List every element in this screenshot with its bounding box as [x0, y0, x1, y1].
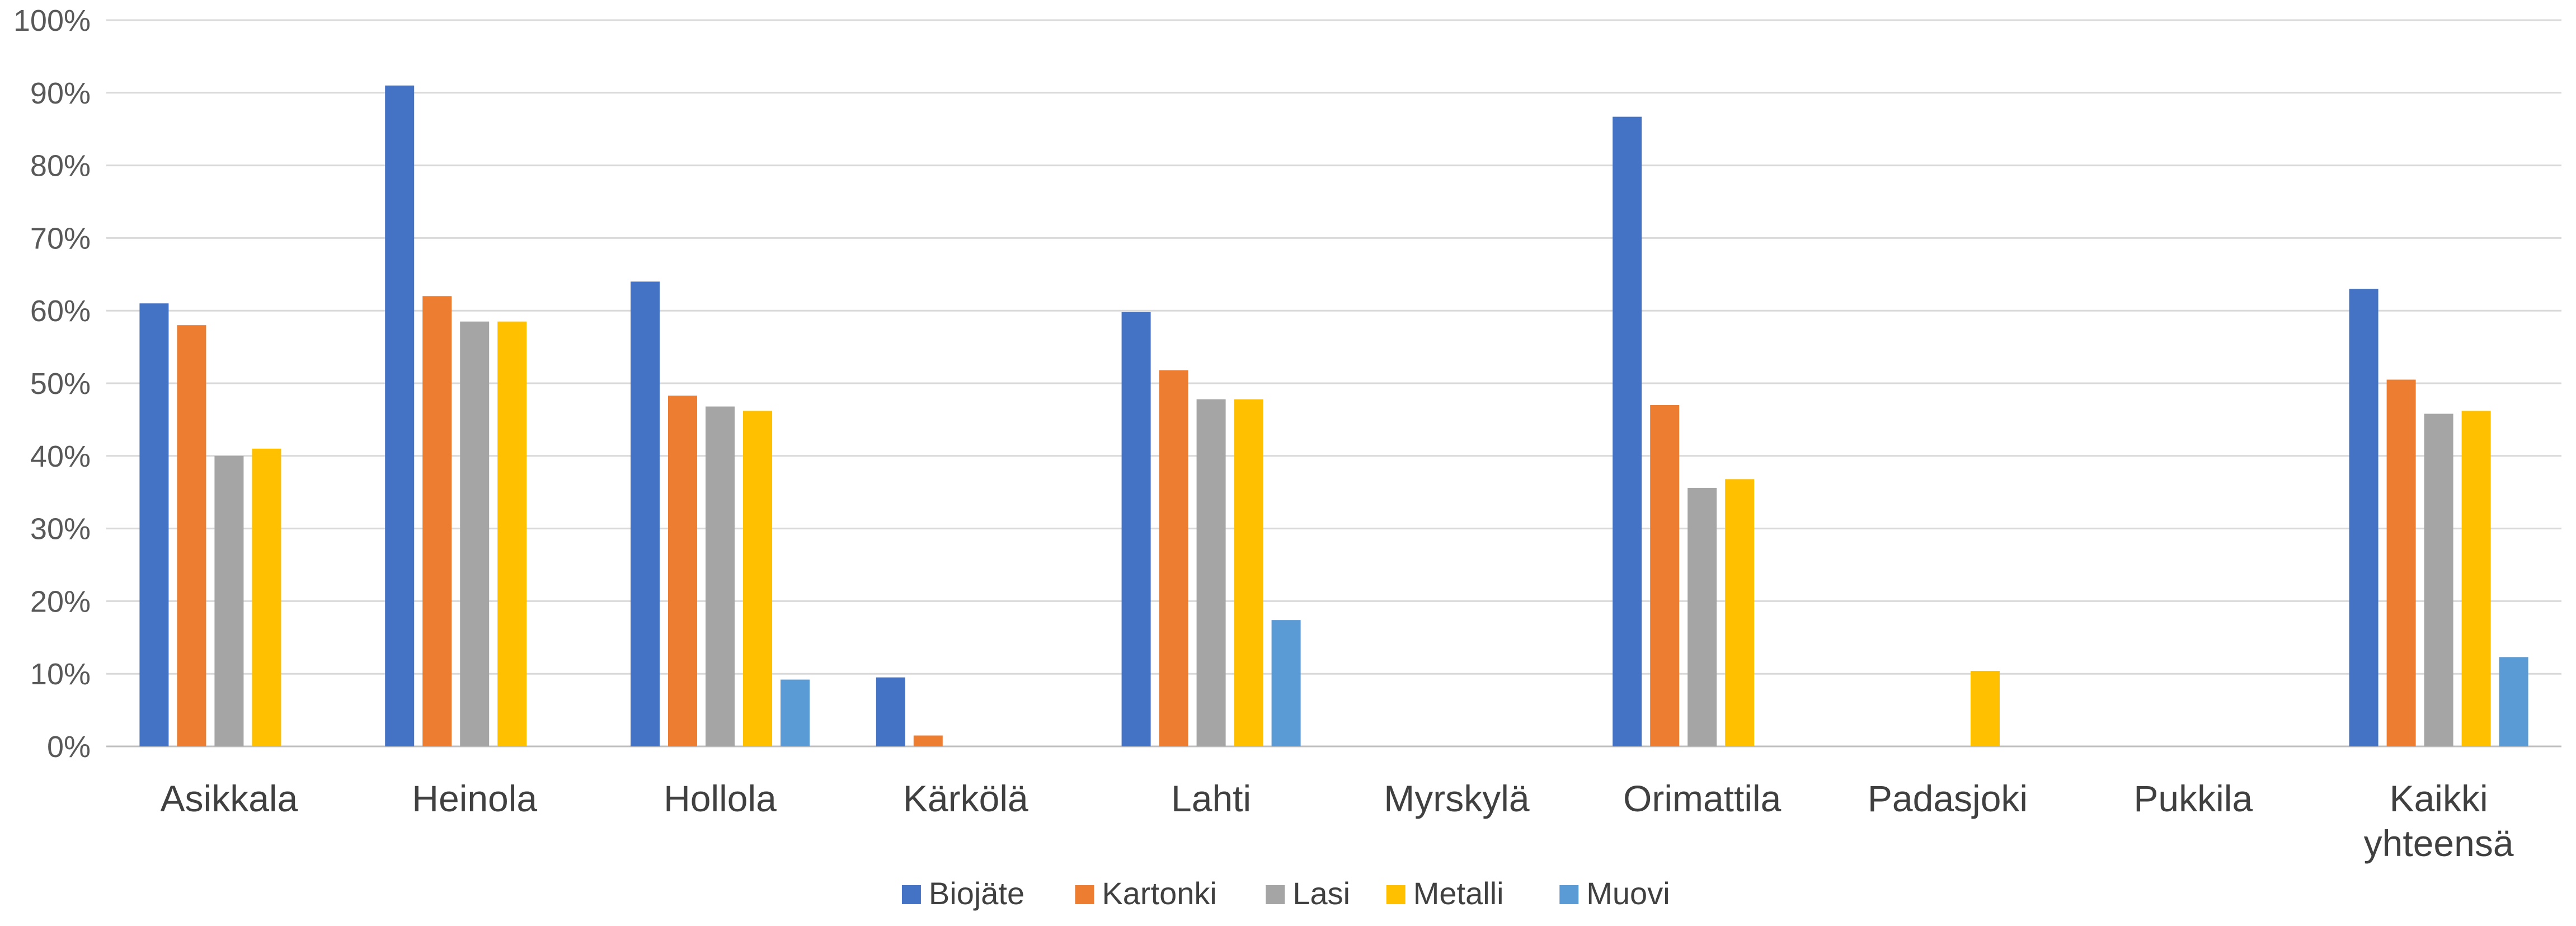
- bar: [1650, 405, 1680, 746]
- bar: [139, 303, 169, 746]
- legend-item: Biojäte: [901, 876, 1024, 911]
- legend-label: Biojäte: [929, 876, 1024, 911]
- legend-item: Metalli: [1386, 876, 1504, 911]
- legend-label: Muovi: [1586, 876, 1670, 911]
- legend-swatch: [1266, 885, 1285, 904]
- bar-group: [139, 303, 281, 746]
- y-tick-label: 100%: [13, 4, 91, 37]
- category-label: Orimattila: [1623, 778, 1781, 819]
- y-tick-label: 0%: [47, 730, 91, 764]
- y-tick-label: 30%: [30, 513, 91, 546]
- y-tick-label: 50%: [30, 367, 91, 401]
- y-axis-tick-labels: 0% 10% 20% 30% 40% 50% 60% 70% 80% 90% 100%: [13, 4, 91, 764]
- y-tick-label: 40%: [30, 440, 91, 473]
- bar-group: [631, 281, 810, 746]
- legend-swatch: [901, 885, 921, 904]
- bar: [460, 321, 490, 746]
- bar: [1234, 399, 1263, 746]
- category-label: Padasjoki: [1868, 778, 2028, 819]
- category-label: Hollola: [664, 778, 777, 819]
- bar-group: [1613, 116, 1755, 746]
- bar: [2461, 411, 2491, 746]
- bar: [1271, 620, 1301, 746]
- bar-group: [1971, 671, 2000, 746]
- bar: [385, 85, 415, 746]
- legend-swatch: [1386, 885, 1405, 904]
- y-tick-label: 10%: [30, 657, 91, 691]
- y-tick-label: 60%: [30, 294, 91, 328]
- bar: [1613, 116, 1642, 746]
- bar: [1687, 487, 1717, 746]
- x-axis-category-labels: Asikkala Heinola Hollola Kärkölä Lahti Myrsky…: [161, 778, 2514, 864]
- bar: [1121, 312, 1151, 746]
- bar-group: [2349, 289, 2528, 746]
- bar: [497, 321, 527, 746]
- bar: [422, 296, 452, 746]
- bar: [668, 396, 697, 746]
- legend-swatch: [1559, 885, 1579, 904]
- y-tick-label: 90%: [30, 77, 91, 110]
- legend-label: Metalli: [1413, 876, 1504, 911]
- category-label: Asikkala: [161, 778, 298, 819]
- bar: [1196, 399, 1226, 746]
- legend-item: Kartonki: [1075, 876, 1217, 911]
- bar: [1159, 370, 1188, 746]
- bar-group: [876, 677, 943, 746]
- bar: [631, 281, 660, 746]
- legend-label: Lasi: [1292, 876, 1350, 911]
- bar: [1971, 671, 2000, 746]
- bar: [177, 325, 206, 746]
- bar-group: [385, 85, 527, 746]
- category-label: Kaikki yhteensä: [2364, 778, 2514, 864]
- bars: [139, 85, 2528, 746]
- bar: [876, 677, 905, 746]
- category-label: Heinola: [412, 778, 537, 819]
- bar: [781, 679, 810, 746]
- legend-item: Muovi: [1559, 876, 1670, 911]
- y-tick-label: 80%: [30, 149, 91, 183]
- y-tick-label: 20%: [30, 585, 91, 618]
- bar: [2349, 289, 2378, 746]
- bar: [252, 448, 281, 746]
- category-label: Lahti: [1171, 778, 1251, 819]
- legend-swatch: [1075, 885, 1094, 904]
- bar: [2386, 379, 2416, 746]
- bar: [1725, 479, 1755, 746]
- bar-group: [1121, 312, 1301, 746]
- category-label: Myrskylä: [1384, 778, 1530, 819]
- legend: Biojäte Kartonki Lasi Metalli Muovi: [901, 876, 1670, 911]
- bar: [2499, 657, 2528, 746]
- bar: [214, 455, 244, 746]
- category-label: Kärkölä: [903, 778, 1028, 819]
- legend-label: Kartonki: [1102, 876, 1216, 911]
- category-label: Pukkila: [2133, 778, 2253, 819]
- bar: [2424, 413, 2453, 746]
- legend-item: Lasi: [1266, 876, 1350, 911]
- bar: [743, 411, 772, 746]
- y-tick-label: 70%: [30, 222, 91, 255]
- bar: [913, 735, 943, 746]
- bar: [706, 406, 735, 746]
